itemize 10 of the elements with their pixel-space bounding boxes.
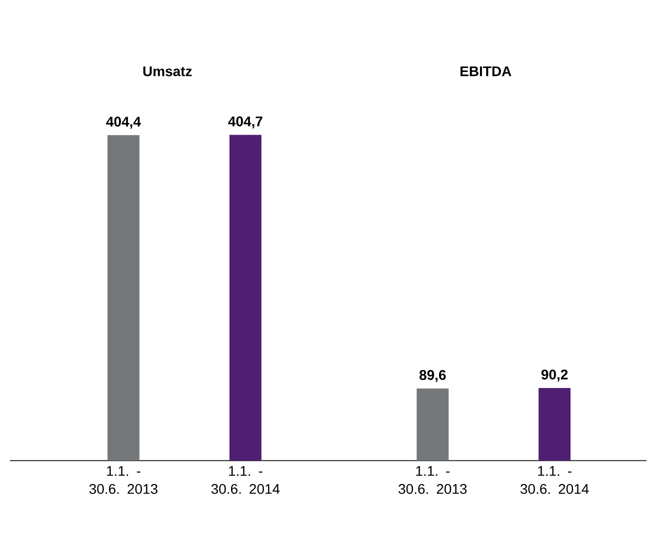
x-tick-label: 1.1. - 30.6. 2014 (520, 466, 589, 494)
chart-title: EBITDA (460, 66, 512, 76)
data-label: 404,4 (106, 116, 141, 129)
chart-title: Umsatz (143, 66, 192, 76)
x-tick-label: 1.1. - 30.6. 2014 (211, 466, 280, 494)
data-label: 89,6 (419, 370, 446, 382)
x-tick-label: 1.1. - 30.6. 2013 (398, 466, 467, 494)
x-tick-label: 1.1. - 30.6. 2013 (89, 466, 158, 494)
data-label: 404,7 (228, 116, 262, 129)
data-label: 90,2 (541, 370, 568, 382)
